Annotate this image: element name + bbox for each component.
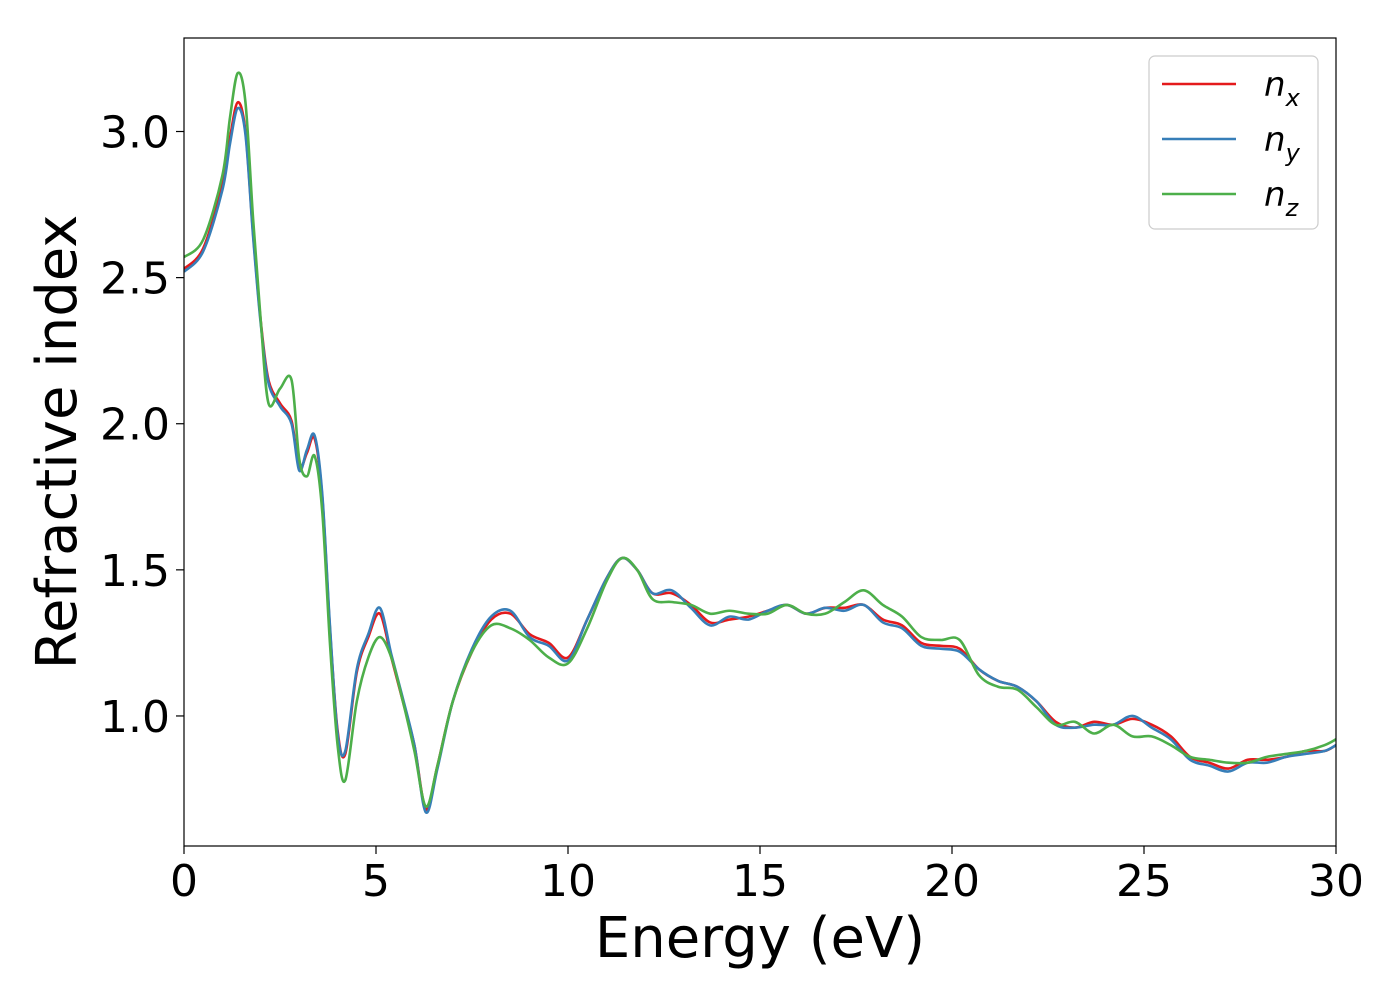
x-tick-label: 30 (1308, 856, 1364, 907)
x-axis: 0 5 10 15 20 25 30 (170, 846, 1364, 907)
y-tick-label: 2.5 (100, 254, 170, 305)
y-axis-title: Refractive index (25, 215, 90, 670)
y-tick-label: 1.0 (100, 692, 170, 743)
x-tick-label: 10 (540, 856, 596, 907)
legend-label-x: nx (1264, 65, 1301, 112)
x-tick-label: 15 (732, 856, 788, 907)
y-tick-label: 3.0 (100, 108, 170, 159)
legend-box (1148, 55, 1319, 230)
y-tick-label: 2.0 (100, 400, 170, 451)
x-tick-label: 20 (924, 856, 980, 907)
x-tick-label: 25 (1116, 856, 1172, 907)
legend-label-z: nz (1264, 175, 1300, 222)
x-tick-label: 0 (170, 856, 198, 907)
x-axis-title: Energy (eV) (595, 906, 925, 971)
legend: nx ny nz (1148, 55, 1319, 230)
x-tick-label: 5 (362, 856, 390, 907)
series-line-z (184, 71, 1336, 808)
legend-label-y: ny (1264, 120, 1301, 167)
y-axis: 1.0 1.5 2.0 2.5 3.0 (100, 108, 184, 743)
series-layer (184, 71, 1336, 814)
y-tick-label: 1.5 (100, 546, 170, 597)
